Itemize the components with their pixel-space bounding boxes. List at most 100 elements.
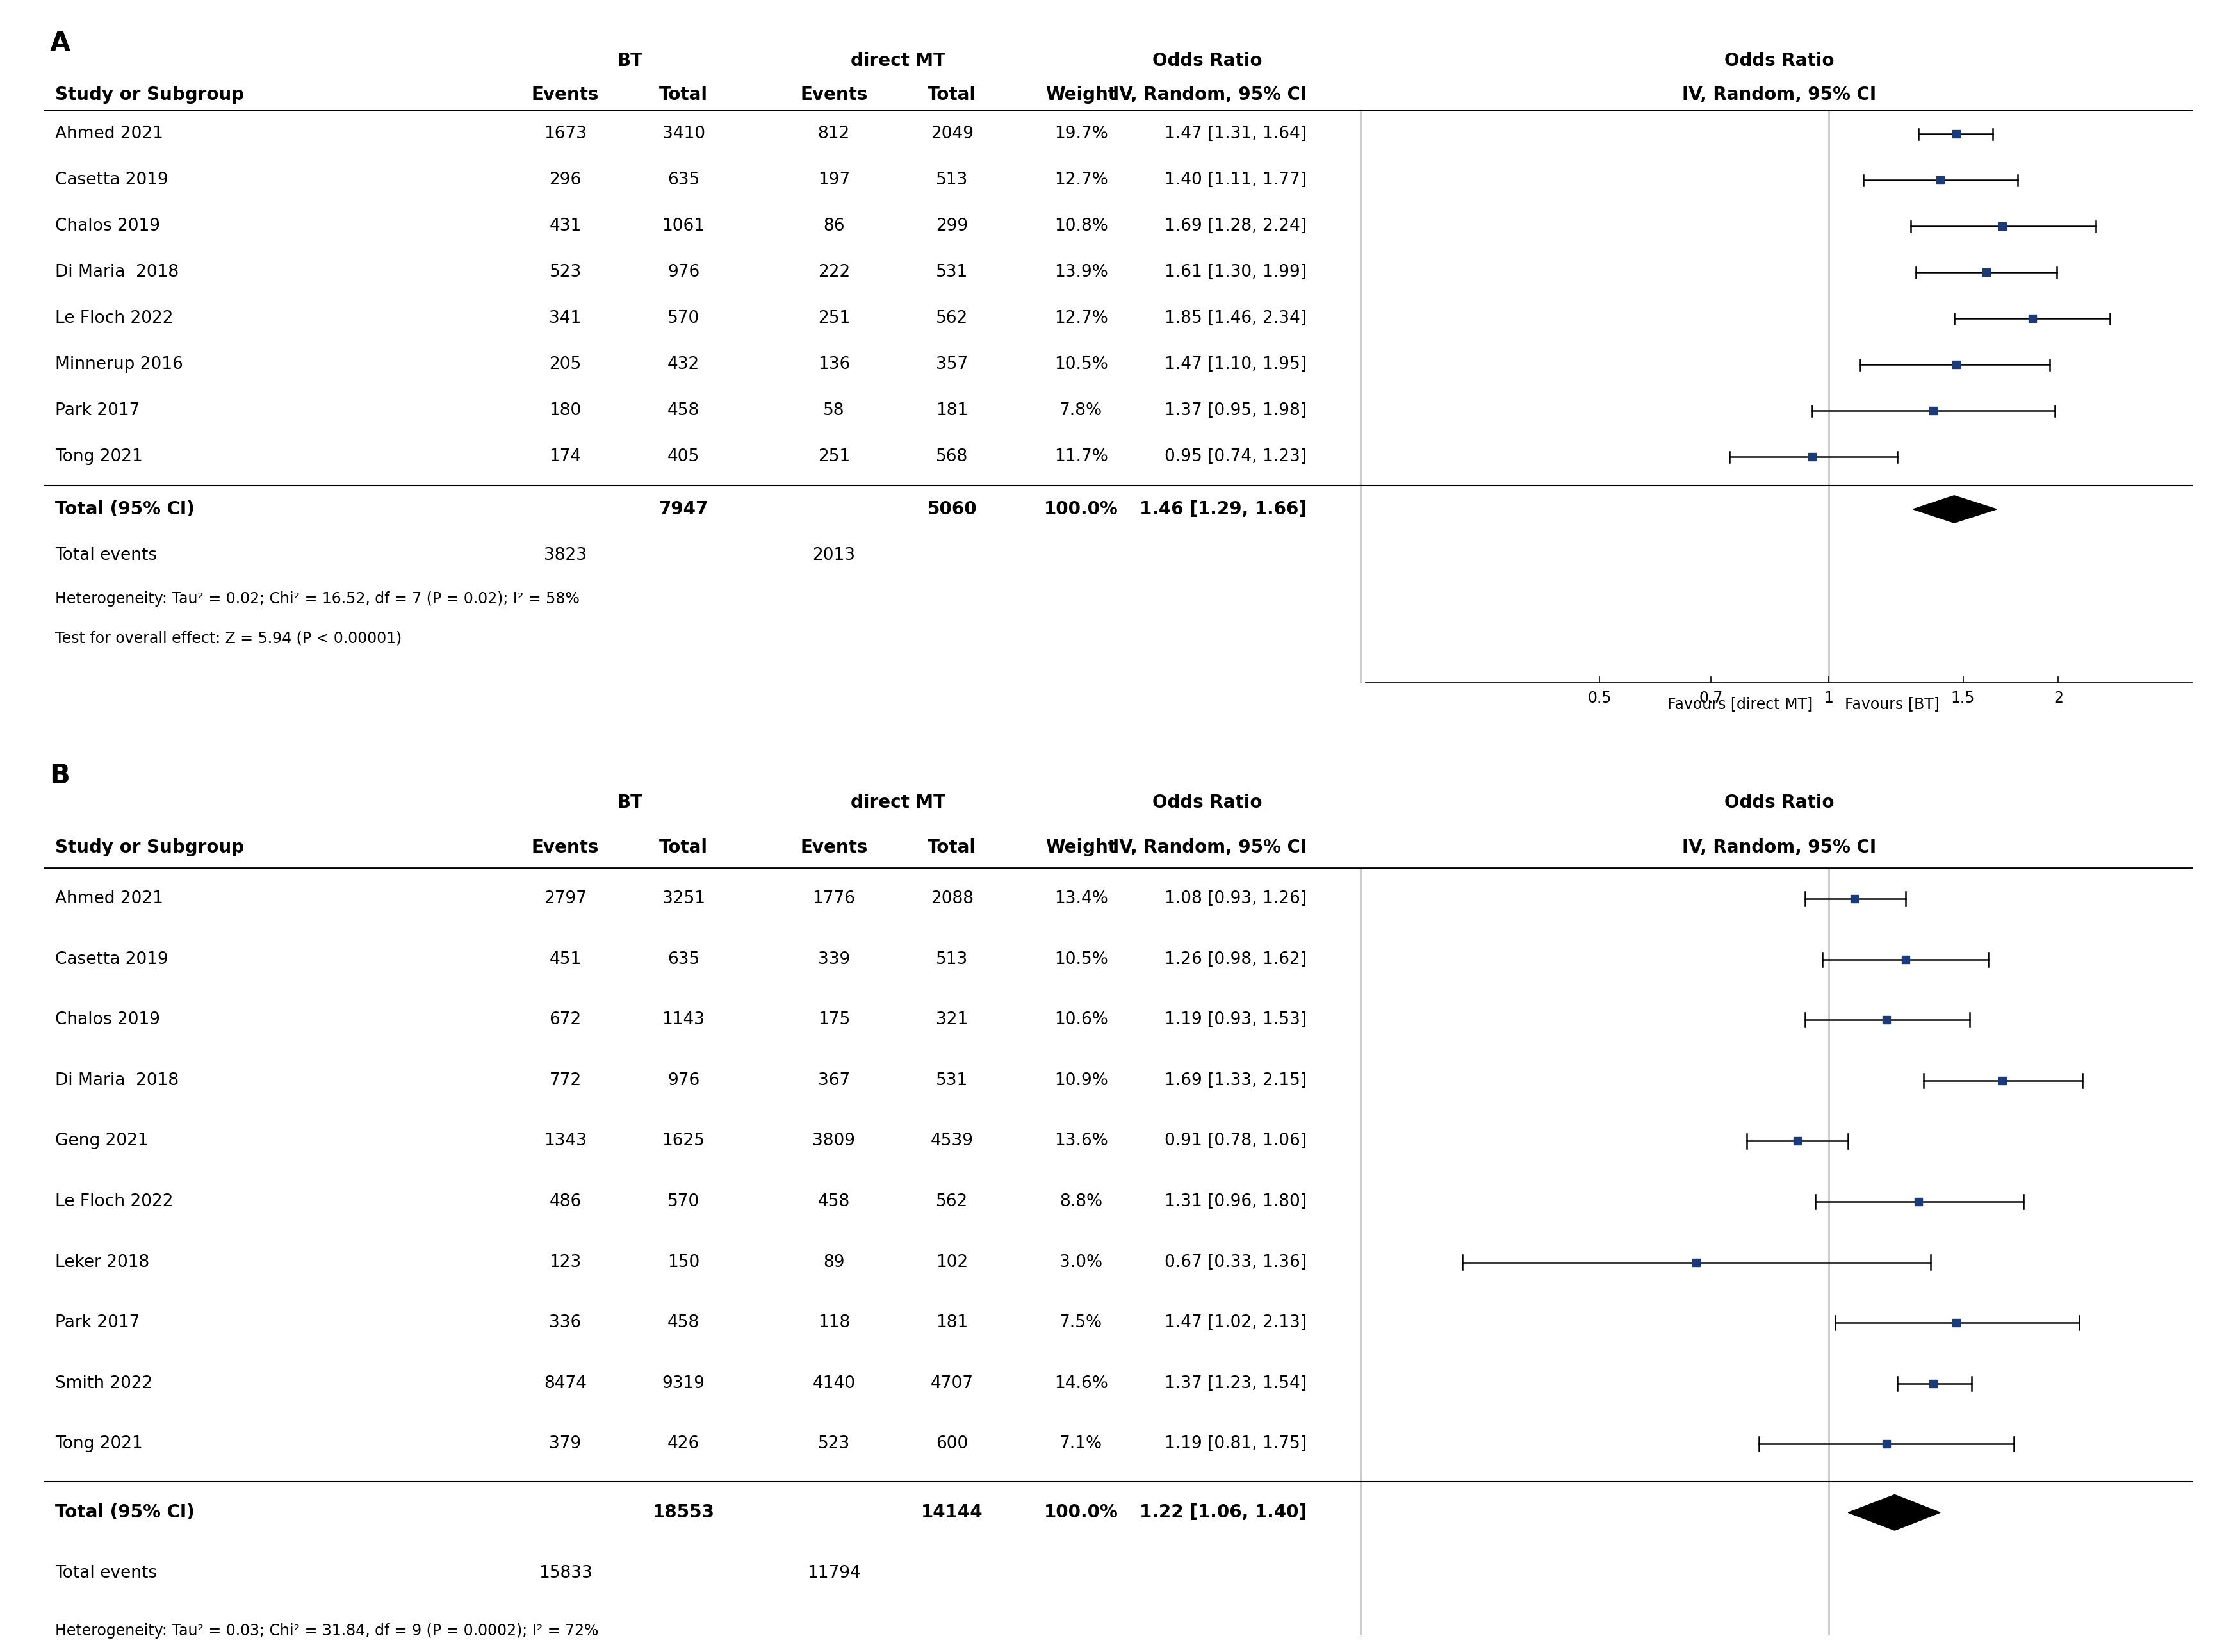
Text: IV, Random, 95% CI: IV, Random, 95% CI xyxy=(1681,86,1876,104)
Text: Favours [BT]: Favours [BT] xyxy=(1845,695,1940,712)
Text: 3809: 3809 xyxy=(813,1133,855,1150)
Text: 10.5%: 10.5% xyxy=(1054,357,1108,373)
Text: Ahmed 2021: Ahmed 2021 xyxy=(55,126,164,142)
Text: 296: 296 xyxy=(549,172,580,188)
Text: BT: BT xyxy=(618,793,642,811)
Text: Casetta 2019: Casetta 2019 xyxy=(55,172,168,188)
Text: 102: 102 xyxy=(937,1254,968,1270)
Text: 4707: 4707 xyxy=(930,1374,975,1391)
Text: 197: 197 xyxy=(817,172,851,188)
Text: 531: 531 xyxy=(937,1072,968,1089)
Text: 1.46 [1.29, 1.66]: 1.46 [1.29, 1.66] xyxy=(1139,501,1307,519)
Text: 672: 672 xyxy=(549,1011,580,1028)
Text: 175: 175 xyxy=(817,1011,851,1028)
Text: 1.31 [0.96, 1.80]: 1.31 [0.96, 1.80] xyxy=(1165,1193,1307,1209)
Text: 11.7%: 11.7% xyxy=(1054,449,1108,466)
Text: 58: 58 xyxy=(824,403,844,420)
Text: Tong 2021: Tong 2021 xyxy=(55,449,142,466)
Text: Total events: Total events xyxy=(55,1564,157,1581)
Text: Chalos 2019: Chalos 2019 xyxy=(55,1011,159,1028)
Text: Minnerup 2016: Minnerup 2016 xyxy=(55,357,184,373)
Text: Study or Subgroup: Study or Subgroup xyxy=(55,838,244,856)
Text: 118: 118 xyxy=(817,1315,851,1332)
Text: 321: 321 xyxy=(937,1011,968,1028)
Text: 1.19 [0.93, 1.53]: 1.19 [0.93, 1.53] xyxy=(1165,1011,1307,1028)
Text: Events: Events xyxy=(800,86,868,104)
Text: Events: Events xyxy=(800,838,868,856)
Text: 1.37 [0.95, 1.98]: 1.37 [0.95, 1.98] xyxy=(1165,403,1307,420)
Text: 0.7: 0.7 xyxy=(1699,691,1723,705)
Text: 13.9%: 13.9% xyxy=(1054,264,1108,281)
Text: 458: 458 xyxy=(667,1315,700,1332)
Text: 0.67 [0.33, 1.36]: 0.67 [0.33, 1.36] xyxy=(1165,1254,1307,1270)
Text: 458: 458 xyxy=(667,403,700,420)
Text: Di Maria  2018: Di Maria 2018 xyxy=(55,264,179,281)
Text: 531: 531 xyxy=(937,264,968,281)
Text: 3251: 3251 xyxy=(662,890,704,907)
Text: 89: 89 xyxy=(824,1254,844,1270)
Text: 523: 523 xyxy=(817,1436,851,1452)
Text: 150: 150 xyxy=(667,1254,700,1270)
Text: 357: 357 xyxy=(937,357,968,373)
Text: 523: 523 xyxy=(549,264,580,281)
Text: Weight: Weight xyxy=(1045,838,1116,856)
Text: Total events: Total events xyxy=(55,547,157,563)
Text: Odds Ratio: Odds Ratio xyxy=(1723,793,1834,811)
Text: 8474: 8474 xyxy=(545,1374,587,1391)
Text: 426: 426 xyxy=(667,1436,700,1452)
Text: 13.6%: 13.6% xyxy=(1054,1133,1108,1150)
Text: 2049: 2049 xyxy=(930,126,975,142)
Text: A: A xyxy=(49,30,71,58)
Text: 8.8%: 8.8% xyxy=(1059,1193,1103,1209)
Text: 7.8%: 7.8% xyxy=(1059,403,1103,420)
Text: Le Floch 2022: Le Floch 2022 xyxy=(55,1193,173,1209)
Text: 10.6%: 10.6% xyxy=(1054,1011,1108,1028)
Text: 570: 570 xyxy=(667,311,700,327)
Text: Study or Subgroup: Study or Subgroup xyxy=(55,86,244,104)
Text: 12.7%: 12.7% xyxy=(1054,172,1108,188)
Text: 2: 2 xyxy=(2053,691,2062,705)
Text: 1143: 1143 xyxy=(662,1011,704,1028)
Text: Odds Ratio: Odds Ratio xyxy=(1152,51,1263,69)
Text: 181: 181 xyxy=(937,1315,968,1332)
Text: 10.9%: 10.9% xyxy=(1054,1072,1108,1089)
Text: 1.22 [1.06, 1.40]: 1.22 [1.06, 1.40] xyxy=(1139,1503,1307,1521)
Text: 18553: 18553 xyxy=(653,1503,715,1521)
Text: 9319: 9319 xyxy=(662,1374,704,1391)
Text: 1.19 [0.81, 1.75]: 1.19 [0.81, 1.75] xyxy=(1165,1436,1307,1452)
Text: 1.47 [1.31, 1.64]: 1.47 [1.31, 1.64] xyxy=(1165,126,1307,142)
Text: 1.69 [1.28, 2.24]: 1.69 [1.28, 2.24] xyxy=(1165,218,1307,235)
Text: 1.61 [1.30, 1.99]: 1.61 [1.30, 1.99] xyxy=(1165,264,1307,281)
Text: 562: 562 xyxy=(937,1193,968,1209)
Text: IV, Random, 95% CI: IV, Random, 95% CI xyxy=(1112,86,1307,104)
Text: 136: 136 xyxy=(817,357,851,373)
Text: 458: 458 xyxy=(817,1193,851,1209)
Text: 1.40 [1.11, 1.77]: 1.40 [1.11, 1.77] xyxy=(1165,172,1307,188)
Text: 451: 451 xyxy=(549,952,580,968)
Text: 13.4%: 13.4% xyxy=(1054,890,1108,907)
Text: 2088: 2088 xyxy=(930,890,975,907)
Text: 180: 180 xyxy=(549,403,580,420)
Text: 341: 341 xyxy=(549,311,580,327)
Text: 0.5: 0.5 xyxy=(1588,691,1613,705)
Text: 1343: 1343 xyxy=(545,1133,587,1150)
Polygon shape xyxy=(1847,1495,1940,1530)
Text: 431: 431 xyxy=(549,218,580,235)
Text: 251: 251 xyxy=(817,311,851,327)
Text: 0.91 [0.78, 1.06]: 0.91 [0.78, 1.06] xyxy=(1165,1133,1307,1150)
Text: 336: 336 xyxy=(549,1315,580,1332)
Text: 1625: 1625 xyxy=(662,1133,704,1150)
Text: 14144: 14144 xyxy=(921,1503,983,1521)
Text: 812: 812 xyxy=(817,126,851,142)
Text: Casetta 2019: Casetta 2019 xyxy=(55,952,168,968)
Text: 7.1%: 7.1% xyxy=(1059,1436,1103,1452)
Text: Di Maria  2018: Di Maria 2018 xyxy=(55,1072,179,1089)
Text: 1.47 [1.02, 2.13]: 1.47 [1.02, 2.13] xyxy=(1165,1315,1307,1332)
Text: 3823: 3823 xyxy=(545,547,587,563)
Text: 3410: 3410 xyxy=(662,126,704,142)
Text: 2013: 2013 xyxy=(813,547,855,563)
Text: 1: 1 xyxy=(1825,691,1834,705)
Text: 14.6%: 14.6% xyxy=(1054,1374,1108,1391)
Text: Heterogeneity: Tau² = 0.03; Chi² = 31.84, df = 9 (P = 0.0002); I² = 72%: Heterogeneity: Tau² = 0.03; Chi² = 31.84… xyxy=(55,1622,598,1639)
Text: 635: 635 xyxy=(667,172,700,188)
